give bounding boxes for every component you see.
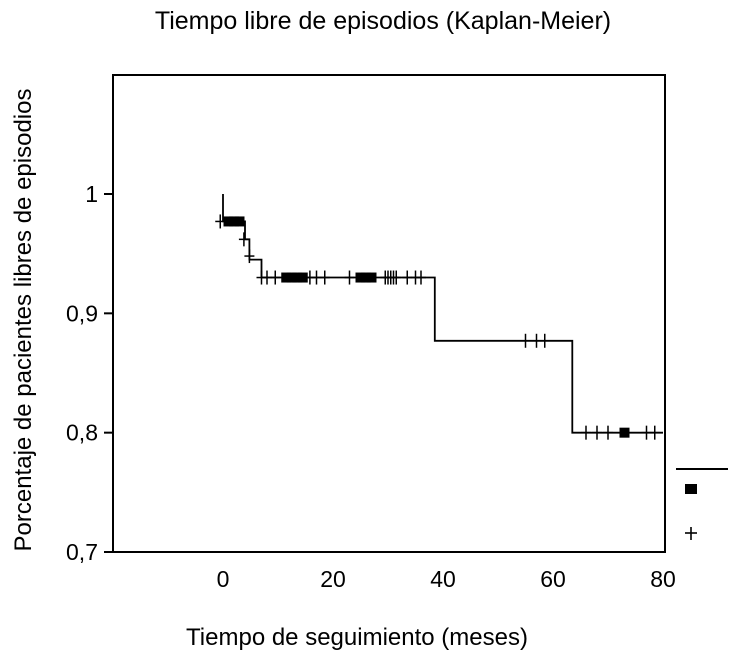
censored-mark [603, 425, 613, 440]
event-mark [286, 272, 297, 283]
legend-plus-marker [685, 527, 697, 540]
event-mark [229, 216, 239, 227]
plot-frame [112, 74, 666, 553]
censored-mark [539, 333, 550, 348]
event-mark [355, 272, 366, 283]
censored-mark [581, 425, 591, 440]
event-mark [619, 427, 630, 438]
survival-step-line [222, 194, 663, 434]
y-axis-ticks: 0,7 0,8 0,9 1 [66, 181, 113, 565]
x-tick-label: 60 [540, 566, 566, 592]
censored-mark [244, 249, 255, 264]
censored-mark [649, 425, 660, 440]
x-tick-label: 80 [650, 566, 676, 592]
legend-square-marker [685, 484, 697, 494]
y-tick-label: 0,9 [66, 300, 98, 326]
censored-mark [238, 232, 249, 247]
y-tick-label: 0,7 [66, 539, 98, 565]
censored-marks [215, 214, 660, 440]
event-mark [366, 272, 377, 283]
legend [676, 468, 728, 540]
censored-mark [391, 270, 402, 285]
censored-mark [270, 270, 281, 285]
x-tick-label: 20 [320, 566, 346, 592]
x-axis-label: Tiempo de seguimiento (meses) [186, 624, 528, 651]
censored-mark [319, 270, 330, 285]
y-tick-label: 0,8 [66, 420, 98, 446]
censored-mark [520, 333, 531, 348]
event-mark [292, 272, 303, 283]
censored-mark [592, 425, 602, 440]
chart-title: Tiempo libre de episodios (Kaplan-Meier) [155, 7, 611, 35]
event-mark [234, 216, 245, 227]
event-mark [281, 272, 292, 283]
censored-mark [416, 270, 426, 285]
survival-curve [222, 194, 663, 434]
event-marks [223, 216, 630, 438]
event-mark [361, 272, 371, 283]
event-mark [223, 216, 234, 227]
y-axis-label: Porcentaje de pacientes libres de episod… [10, 89, 37, 552]
x-tick-label: 0 [217, 566, 230, 592]
x-tick-label: 40 [430, 566, 456, 592]
x-axis-ticks: 0 20 40 60 80 [217, 566, 676, 592]
event-mark [297, 272, 308, 283]
censored-mark [344, 270, 355, 285]
y-tick-label: 1 [85, 181, 98, 207]
